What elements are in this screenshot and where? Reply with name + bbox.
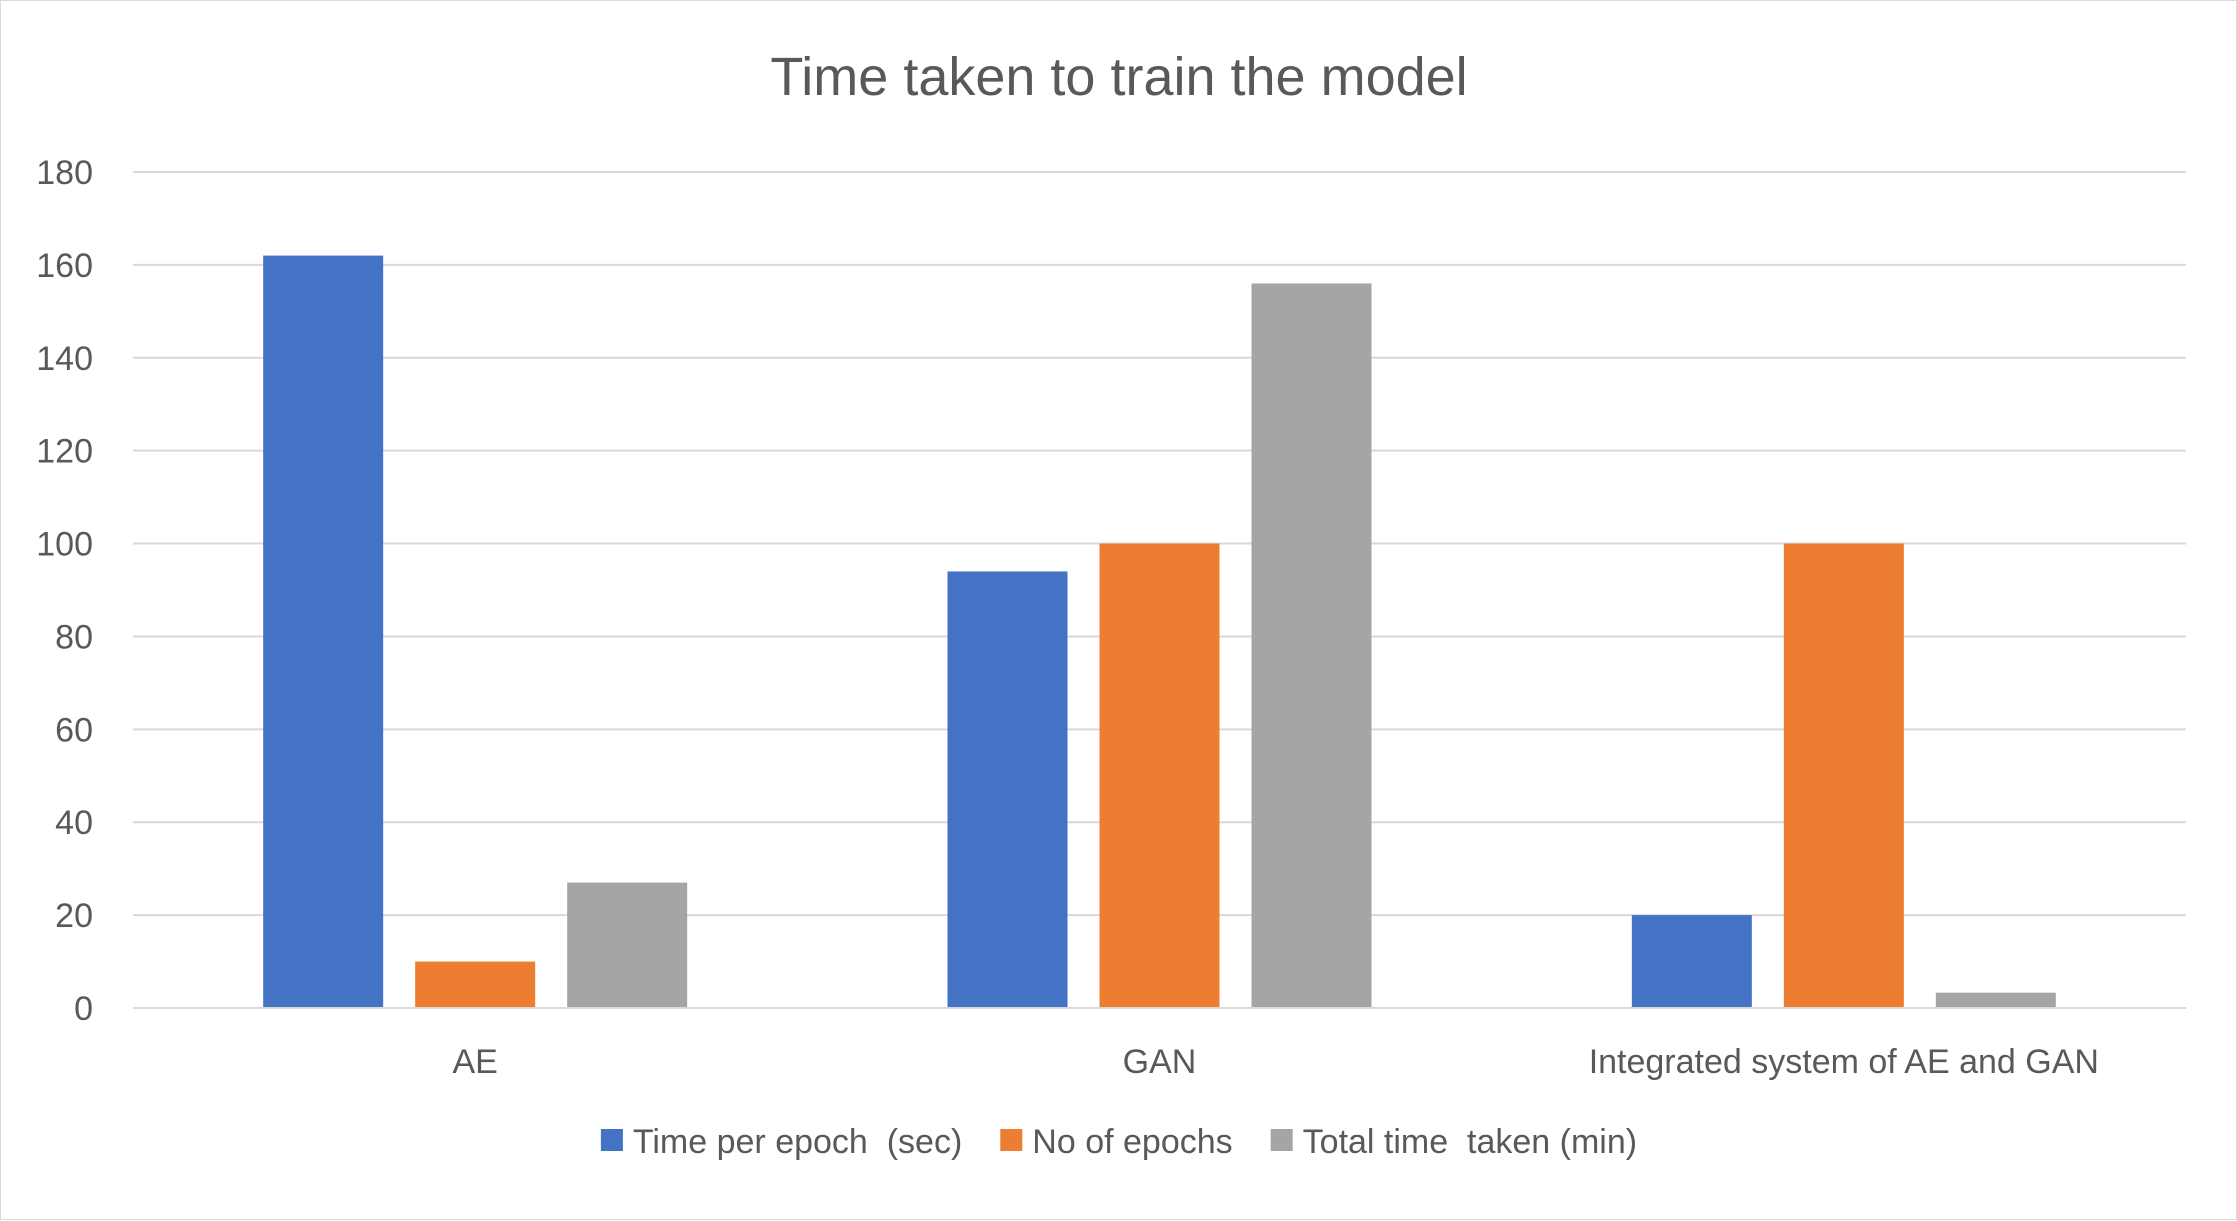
- y-tick-label: 80: [55, 618, 93, 656]
- y-tick-label: 160: [36, 247, 93, 285]
- x-category-label: GAN: [1123, 1043, 1197, 1081]
- x-category-label: AE: [452, 1043, 497, 1081]
- bar: [1251, 283, 1372, 1008]
- y-axis-ticks: 0 20 40 60 80 100 120 140 160 180: [36, 154, 93, 1028]
- y-tick-label: 40: [55, 804, 93, 842]
- legend-label: No of epochs: [1032, 1123, 1232, 1161]
- bar: [263, 255, 384, 1009]
- bar: [415, 961, 536, 1008]
- y-tick-label: 0: [74, 990, 93, 1028]
- bar: [947, 571, 1068, 1008]
- bar: [567, 882, 688, 1008]
- chart-title: Time taken to train the model: [770, 47, 1467, 107]
- x-category-label: Integrated system of AE and GAN: [1589, 1043, 2099, 1081]
- bar: [1935, 992, 2056, 1008]
- legend-label: Time per epoch (sec): [633, 1123, 962, 1161]
- legend: Time per epoch (sec) No of epochs Total ti…: [600, 1123, 1637, 1161]
- bar: [1099, 543, 1220, 1008]
- y-tick-label: 60: [55, 711, 93, 749]
- x-axis-categories: AE GAN Integrated system of AE and GAN: [452, 1043, 2098, 1081]
- y-tick-label: 180: [36, 154, 93, 192]
- y-tick-label: 140: [36, 340, 93, 378]
- y-tick-label: 120: [36, 433, 93, 471]
- legend-swatch: [1000, 1129, 1023, 1151]
- bar: [1631, 915, 1752, 1008]
- legend-swatch: [1270, 1129, 1293, 1151]
- legend-label: Total time taken (min): [1303, 1123, 1637, 1161]
- y-tick-label: 100: [36, 526, 93, 564]
- y-tick-label: 20: [55, 897, 93, 935]
- bar: [1783, 543, 1904, 1008]
- bars: [263, 255, 2056, 1009]
- legend-swatch: [600, 1129, 623, 1151]
